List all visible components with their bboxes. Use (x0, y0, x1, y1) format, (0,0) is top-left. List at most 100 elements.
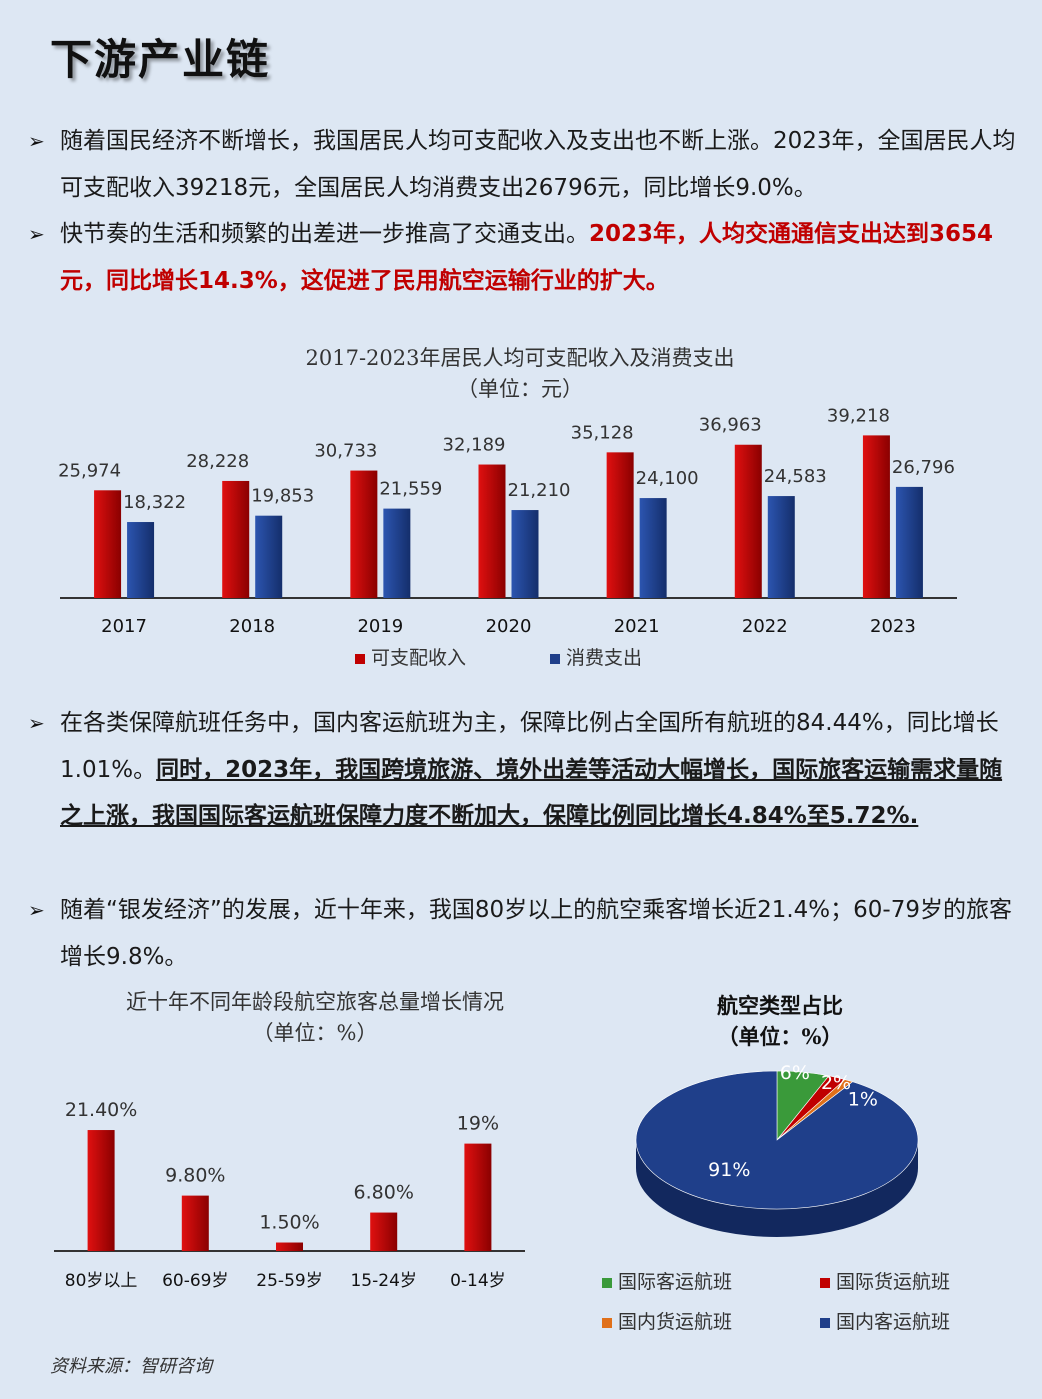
paragraph-income: ➢ 随着国民经济不断增长，我国居民人均可支配收入及支出也不断上涨。2023年，全… (28, 118, 1018, 211)
age-bar (87, 1130, 115, 1251)
pie-chart-title: 航空类型占比 （单位：%） (650, 990, 910, 1052)
page-title: 下游产业链 (50, 35, 271, 84)
income-bar-spending (511, 510, 539, 598)
income-bar-chart: 25,97418,322201728,22819,853201830,73321… (58, 405, 957, 637)
income-data-label: 30,733 (314, 441, 377, 462)
income-bar-income (478, 464, 506, 598)
pie-data-label: 1% (848, 1088, 878, 1110)
income-bar-income (222, 480, 250, 598)
age-bar (276, 1242, 303, 1251)
age-data-label: 21.40% (65, 1099, 137, 1121)
paragraph-text: 随着“银发经济”的发展，近十年来，我国80岁以上的航空乘客增长近21.4%；60… (60, 897, 1012, 970)
income-bar-spending (895, 486, 923, 598)
bullet-arrow-icon: ➢ (28, 898, 45, 922)
paragraph-transport: ➢ 快节奏的生活和频繁的出差进一步推高了交通支出。2023年，人均交通通信支出达… (28, 211, 1018, 304)
income-bar-spending (383, 508, 411, 598)
age-bar (464, 1143, 492, 1251)
paragraph-text: 随着国民经济不断增长，我国居民人均可支配收入及支出也不断上涨。2023年，全国居… (60, 128, 1016, 201)
income-data-label: 21,559 (379, 479, 442, 500)
paragraph-silver-economy: ➢ 随着“银发经济”的发展，近十年来，我国80岁以上的航空乘客增长近21.4%；… (28, 887, 1018, 980)
income-data-label: 36,963 (699, 415, 762, 436)
income-bar-spending (639, 498, 667, 598)
age-bar (370, 1212, 398, 1251)
bullet-arrow-icon: ➢ (28, 222, 45, 246)
income-bar-spending (255, 515, 283, 598)
pie-data-label: 2% (821, 1072, 851, 1094)
income-bar-spending (767, 496, 795, 598)
income-bar-income (606, 452, 634, 598)
income-data-label: 28,228 (186, 451, 249, 472)
income-data-label: 24,583 (764, 466, 827, 487)
income-data-label: 35,128 (571, 422, 634, 443)
age-x-tick-label: 15-24岁 (350, 1271, 416, 1291)
income-data-label: 21,210 (508, 480, 571, 501)
income-data-label: 18,322 (123, 492, 186, 513)
age-data-label: 6.80% (354, 1182, 414, 1204)
legend-swatch-red (355, 653, 365, 664)
age-x-tick-label: 60-69岁 (162, 1271, 228, 1291)
underline-text: 同时，2023年，我国跨境旅游、境外出差等活动大幅增长，国际旅客运输需求量随之上… (60, 756, 1003, 830)
pie-side (636, 1140, 918, 1237)
pie-legend-dom-passenger: 国内客运航班 (820, 1307, 950, 1334)
income-bar-spending (127, 522, 155, 598)
bullet-arrow-icon: ➢ (28, 711, 45, 735)
legend-swatch-blue (820, 1317, 830, 1328)
pie-chart-unit: （单位：%） (717, 1024, 843, 1049)
legend-label: 国际客运航班 (618, 1271, 733, 1293)
age-x-tick-label: 80岁以上 (65, 1271, 138, 1291)
income-data-label: 24,100 (636, 468, 699, 489)
pie-data-label: 91% (708, 1159, 750, 1181)
income-bar-income (734, 444, 762, 598)
income-chart-title-text: 2017-2023年居民人均可支配收入及消费支出 (305, 346, 735, 370)
income-data-label: 26,796 (892, 457, 955, 478)
legend-swatch-orange (602, 1317, 612, 1328)
pie-legend-dom-cargo: 国内货运航班 (602, 1307, 732, 1334)
income-x-tick-label: 2021 (614, 616, 660, 637)
pie-chart-title-text: 航空类型占比 (717, 993, 843, 1018)
age-chart-unit: （单位：%） (252, 1021, 378, 1045)
income-bar-income (94, 490, 122, 598)
legend-swatch-blue (550, 653, 560, 664)
age-data-label: 19% (457, 1113, 499, 1135)
age-bar-chart: 21.40% 80岁以上 9.80% 60-69岁 1.50% 25-59岁 6.80% 15… (54, 1099, 525, 1291)
legend-label: 消费支出 (566, 647, 643, 669)
age-chart-title: 近十年不同年龄段航空旅客总量增长情况 （单位：%） (70, 987, 560, 1049)
income-data-label: 19,853 (251, 486, 314, 507)
legend-label: 国内客运航班 (836, 1311, 951, 1333)
pie-legend-intl-passenger: 国际客运航班 (602, 1267, 732, 1294)
pie-slice (635, 1070, 919, 1210)
income-data-label: 39,218 (827, 405, 890, 426)
age-bar (181, 1195, 209, 1251)
bullet-arrow-icon: ➢ (28, 129, 45, 153)
income-bar-income (862, 435, 890, 598)
income-x-tick-label: 2017 (101, 616, 147, 637)
income-x-tick-label: 2020 (486, 616, 532, 637)
age-data-label: 1.50% (259, 1212, 319, 1234)
paragraph-flights: ➢ 在各类保障航班任务中，国内客运航班为主，保障比例占全国所有航班的84.44%… (28, 700, 1018, 840)
income-legend-spending: 消费支出 (550, 643, 642, 670)
legend-label: 国际货运航班 (836, 1271, 951, 1293)
income-data-label: 32,189 (443, 435, 506, 456)
income-bar-income (350, 470, 378, 598)
income-x-tick-label: 2022 (742, 616, 788, 637)
age-data-label: 9.80% (165, 1165, 225, 1187)
income-x-tick-label: 2019 (357, 616, 403, 637)
highlight-text: 2023年，人均交通通信支出达到3654元，同比增长14.3%，这促进了民用航空… (60, 221, 994, 294)
income-chart-unit: （单位：元） (457, 377, 583, 401)
age-chart-title-text: 近十年不同年龄段航空旅客总量增长情况 (126, 990, 504, 1014)
age-x-tick-label: 0-14岁 (450, 1271, 506, 1291)
legend-swatch-green (602, 1277, 612, 1288)
income-x-tick-label: 2023 (870, 616, 916, 637)
pie-legend-intl-cargo: 国际货运航班 (820, 1267, 950, 1294)
paragraph-text: 在各类保障航班任务中，国内客运航班为主，保障比例占全国所有航班的84.44%，同… (60, 710, 999, 783)
income-x-tick-label: 2018 (229, 616, 275, 637)
income-legend-income: 可支配收入 (355, 643, 466, 670)
income-data-label: 25,974 (58, 460, 121, 481)
income-chart-title: 2017-2023年居民人均可支配收入及消费支出 （单位：元） (180, 343, 860, 405)
age-x-tick-label: 25-59岁 (256, 1271, 322, 1291)
legend-label: 可支配收入 (371, 647, 467, 669)
source-note: 资料来源：智研咨询 (50, 1356, 212, 1377)
pie-data-label: 6% (780, 1062, 810, 1084)
legend-swatch-red (820, 1277, 830, 1288)
legend-label: 国内货运航班 (618, 1311, 733, 1333)
